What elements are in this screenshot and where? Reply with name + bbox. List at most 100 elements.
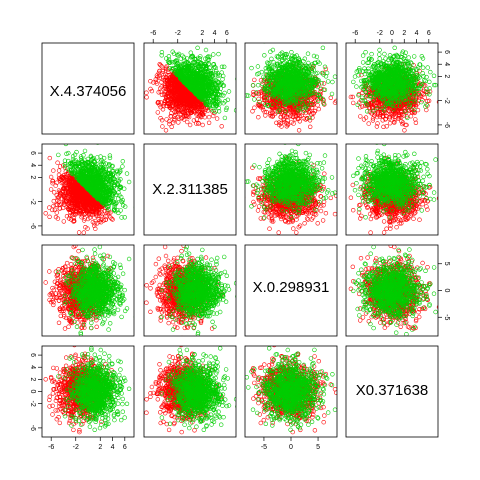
data-point bbox=[301, 78, 306, 83]
data-point bbox=[219, 81, 225, 86]
data-point bbox=[377, 52, 382, 57]
data-point bbox=[296, 105, 302, 111]
data-point bbox=[200, 109, 205, 115]
data-point bbox=[279, 83, 284, 89]
data-point bbox=[187, 94, 193, 100]
data-point bbox=[272, 90, 278, 96]
data-point bbox=[158, 62, 163, 68]
data-point bbox=[218, 101, 223, 106]
data-point bbox=[296, 56, 301, 61]
data-point bbox=[383, 117, 388, 122]
data-point bbox=[403, 68, 408, 74]
data-point bbox=[170, 49, 175, 54]
data-point bbox=[296, 91, 301, 97]
data-point bbox=[206, 99, 211, 104]
data-point bbox=[274, 54, 280, 59]
data-point bbox=[159, 53, 164, 58]
data-point bbox=[157, 75, 162, 81]
data-point bbox=[196, 55, 201, 61]
data-point bbox=[374, 124, 380, 129]
data-point bbox=[256, 82, 261, 88]
data-point bbox=[436, 100, 438, 104]
data-point bbox=[397, 115, 402, 121]
data-point bbox=[211, 52, 216, 57]
data-point bbox=[392, 114, 398, 120]
data-point bbox=[263, 113, 268, 118]
data-point bbox=[313, 71, 319, 76]
data-point bbox=[378, 106, 383, 111]
data-point bbox=[203, 47, 209, 53]
data-point bbox=[172, 118, 177, 123]
data-point bbox=[163, 94, 169, 99]
data-point bbox=[402, 128, 407, 133]
data-point bbox=[195, 45, 200, 50]
data-point bbox=[250, 83, 256, 88]
data-point bbox=[292, 54, 297, 59]
data-point bbox=[290, 78, 295, 83]
data-point bbox=[267, 60, 273, 65]
data-point bbox=[268, 110, 273, 115]
data-point bbox=[309, 66, 315, 71]
data-point bbox=[263, 43, 266, 44]
data-point bbox=[183, 97, 189, 103]
data-point bbox=[182, 113, 188, 119]
data-point bbox=[280, 94, 286, 100]
data-point bbox=[217, 89, 223, 95]
data-point bbox=[292, 57, 297, 62]
data-point bbox=[372, 111, 377, 116]
data-point bbox=[271, 64, 276, 70]
data-point bbox=[274, 98, 279, 103]
data-point bbox=[326, 79, 331, 84]
data-point bbox=[307, 63, 313, 69]
data-point bbox=[159, 92, 165, 98]
data-point bbox=[195, 111, 200, 116]
data-point bbox=[303, 73, 309, 78]
data-point bbox=[313, 97, 318, 103]
data-point bbox=[280, 92, 285, 98]
data-point bbox=[270, 94, 275, 100]
data-point bbox=[281, 113, 286, 119]
data-point bbox=[261, 95, 267, 101]
data-point bbox=[166, 69, 171, 75]
data-point bbox=[172, 59, 177, 65]
data-point bbox=[377, 99, 382, 104]
data-point bbox=[182, 103, 187, 108]
data-point bbox=[426, 98, 432, 104]
data-point bbox=[307, 91, 312, 96]
data-point bbox=[283, 89, 288, 95]
data-point bbox=[281, 78, 286, 84]
data-point bbox=[201, 75, 207, 80]
data-point bbox=[281, 119, 287, 125]
data-point bbox=[412, 54, 417, 59]
data-point bbox=[300, 102, 305, 107]
data-point bbox=[269, 100, 275, 105]
data-point bbox=[303, 104, 308, 110]
data-point bbox=[309, 112, 314, 117]
data-point bbox=[166, 60, 172, 65]
data-point bbox=[360, 53, 366, 58]
data-point bbox=[421, 74, 426, 79]
data-point bbox=[256, 102, 261, 108]
data-point bbox=[306, 60, 311, 66]
data-point bbox=[420, 65, 426, 70]
data-point bbox=[405, 115, 410, 121]
data-point bbox=[222, 64, 227, 70]
data-point bbox=[188, 103, 193, 108]
data-point bbox=[311, 53, 317, 59]
data-point bbox=[306, 70, 312, 75]
data-point bbox=[172, 82, 178, 87]
data-point bbox=[206, 114, 212, 120]
data-point bbox=[153, 79, 159, 85]
data-point bbox=[293, 61, 298, 66]
data-point bbox=[166, 85, 171, 91]
data-point bbox=[283, 86, 288, 92]
data-point bbox=[289, 49, 294, 55]
data-point bbox=[257, 99, 262, 105]
data-point bbox=[401, 113, 407, 118]
data-point bbox=[269, 56, 274, 61]
data-point bbox=[157, 68, 162, 74]
data-point bbox=[199, 81, 205, 86]
data-point bbox=[297, 99, 302, 105]
data-point bbox=[174, 103, 179, 108]
